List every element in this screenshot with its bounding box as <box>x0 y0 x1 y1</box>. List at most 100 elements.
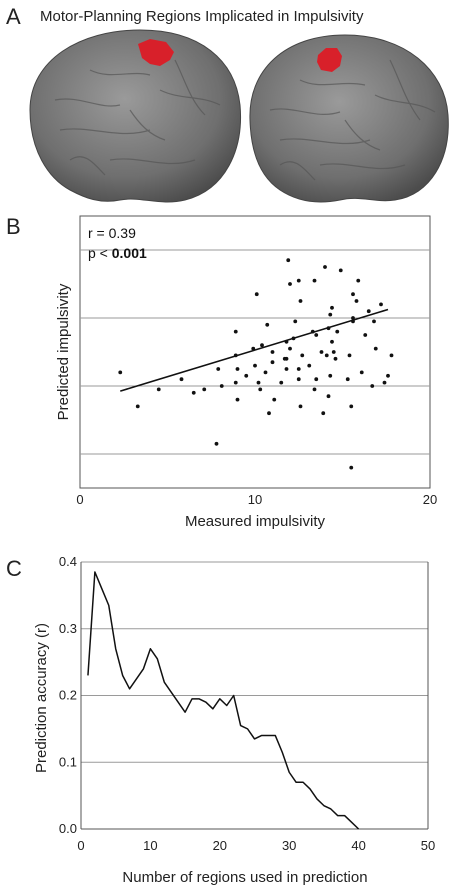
line-y-tick-label: 0.3 <box>59 621 77 636</box>
line-y-tick-label: 0.2 <box>59 688 77 703</box>
line-chart: 0 10 20 30 40 50 0.0 0.1 0.2 0.3 0.4 Number of re… <box>33 554 435 886</box>
line-grid <box>80 561 429 830</box>
scatter-frame <box>79 215 431 489</box>
scatter-point <box>118 370 123 375</box>
scatter-x-tick-label: 10 <box>248 492 262 507</box>
line-x-tick-label: 0 <box>77 838 84 853</box>
scatter-y-axis-label: Predicted impulsivity <box>55 283 72 420</box>
scatter-point <box>314 377 319 382</box>
scatter-point <box>379 302 383 307</box>
scatter-point <box>356 278 361 283</box>
p-prefix: p < <box>88 245 112 261</box>
scatter-point <box>286 258 291 263</box>
scatter-point <box>298 299 303 303</box>
scatter-point <box>260 343 264 348</box>
scatter-point <box>214 441 219 446</box>
scatter-point <box>179 377 184 382</box>
scatter-point <box>324 353 329 358</box>
scatter-point <box>386 373 390 378</box>
line-y-ticks: 0.0 0.1 0.2 0.3 0.4 <box>59 554 77 836</box>
right-motor-region <box>317 48 342 72</box>
scatter-point <box>363 333 368 337</box>
line-x-axis-label: Number of regions used in prediction <box>122 869 367 886</box>
scatter-point <box>288 346 292 351</box>
line-x-ticks: 0 10 20 30 40 50 <box>77 838 435 853</box>
line-y-tick-label: 0.1 <box>59 754 77 769</box>
scatter-point <box>312 387 317 392</box>
scatter-point <box>244 373 249 378</box>
scatter-point <box>288 282 292 286</box>
scatter-point <box>328 373 333 378</box>
right-hemisphere-image <box>249 34 449 203</box>
line-y-tick-label: 0.4 <box>59 554 77 569</box>
scatter-point <box>347 353 352 358</box>
scatter-point <box>330 339 334 344</box>
scatter-point <box>366 309 371 314</box>
line-y-tick-label: 0.0 <box>59 821 77 836</box>
line-y-axis-label: Prediction accuracy (r) <box>33 623 50 773</box>
scatter-point <box>333 356 338 361</box>
scatter-point <box>312 278 317 283</box>
scatter-point <box>235 397 240 402</box>
scatter-point <box>300 353 305 358</box>
line-x-tick-label: 10 <box>143 838 157 853</box>
scatter-point <box>135 404 140 409</box>
scatter-point <box>235 367 240 371</box>
accuracy-line <box>87 571 360 830</box>
scatter-point <box>372 319 376 324</box>
scatter-point <box>298 404 303 409</box>
line-x-tick-label: 20 <box>213 838 227 853</box>
line-x-tick-label: 30 <box>282 838 296 853</box>
scatter-point <box>314 333 319 337</box>
scatter-point <box>279 380 284 385</box>
scatter-point <box>321 411 326 416</box>
panel-a-letter: A <box>6 4 21 29</box>
scatter-x-tick-label: 20 <box>423 492 437 507</box>
p-annotation: p < 0.001 <box>88 245 147 261</box>
scatter-point <box>216 367 221 371</box>
scatter-point <box>270 350 275 354</box>
scatter-point <box>258 387 263 392</box>
scatter-x-tick-label: 0 <box>76 492 83 507</box>
line-x-tick-label: 50 <box>421 838 435 853</box>
scatter-point <box>331 350 336 354</box>
scatter-point <box>270 360 275 365</box>
scatter-point <box>389 353 394 358</box>
scatter-point <box>349 465 354 470</box>
scatter-point <box>359 370 364 375</box>
left-hemisphere-image <box>29 29 242 203</box>
scatter-point <box>256 380 261 385</box>
p-value: 0.001 <box>112 245 147 261</box>
scatter-point <box>293 319 298 324</box>
scatter-point <box>253 363 257 368</box>
scatter-point <box>382 380 387 385</box>
scatter-point <box>219 384 224 388</box>
scatter-point <box>373 346 378 351</box>
r-annotation: r = 0.39 <box>88 225 136 241</box>
left-motor-region <box>138 39 174 66</box>
scatter-point <box>296 367 301 371</box>
scatter-point <box>202 387 207 392</box>
scatter-point <box>335 329 340 334</box>
scatter-x-ticks: 0 10 20 <box>76 492 437 507</box>
scatter-point <box>328 312 333 317</box>
scatter-point <box>326 394 331 399</box>
scatter-point <box>191 390 196 395</box>
scatter-point <box>272 397 277 402</box>
scatter-point <box>351 292 355 297</box>
scatter-x-axis-label: Measured impulsivity <box>185 513 326 530</box>
scatter-point <box>284 367 289 371</box>
line-x-tick-label: 40 <box>351 838 365 853</box>
line-series-group <box>87 571 360 830</box>
scatter-point <box>263 370 268 375</box>
panel-a-title: Motor-Planning Regions Implicated in Imp… <box>40 8 364 25</box>
scatter-point <box>330 305 334 310</box>
fit-line-group <box>120 308 389 392</box>
scatter-point <box>351 316 355 320</box>
scatter-point <box>296 278 301 283</box>
scatter-point <box>265 322 270 327</box>
panel-b-letter: B <box>6 214 21 239</box>
scatter-chart: r = 0.39 p < 0.001 0 10 20 Measured impuls… <box>55 215 437 530</box>
panel-c-letter: C <box>6 556 22 581</box>
